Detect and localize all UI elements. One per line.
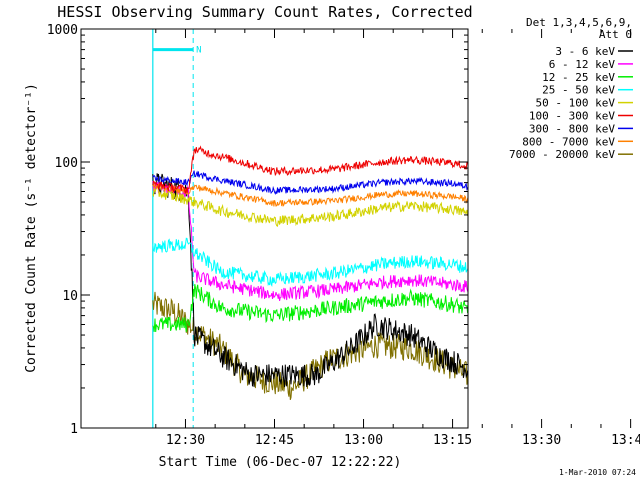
series-layer xyxy=(152,145,468,401)
series-line-800-7000-kev xyxy=(152,183,468,208)
night-bar-label: N xyxy=(196,46,201,56)
y-axis: 1 10 100 1000 xyxy=(47,23,468,437)
plot-frame xyxy=(80,28,469,429)
legend-header-line-1: Det 1,3,4,5,6,9, xyxy=(526,16,632,29)
night-markers xyxy=(152,29,194,428)
legend-label: 25 - 50 keV xyxy=(542,84,615,97)
y-tick-label: 1 xyxy=(70,422,78,437)
x-tick-label: 13:30 xyxy=(522,433,561,448)
legend-label: 12 - 25 keV xyxy=(542,71,615,84)
x-tick-label: 12:45 xyxy=(255,433,294,448)
y-tick-label: 100 xyxy=(55,156,78,171)
series-line-6-12-kev xyxy=(152,180,468,302)
x-tick-label: 13:15 xyxy=(433,433,472,448)
series-line-100-300-kev xyxy=(152,145,468,195)
legend-label: 3 - 6 keV xyxy=(555,45,615,58)
legend-label: 800 - 7000 keV xyxy=(522,135,615,148)
chart-title: HESSI Observing Summary Count Rates, Cor… xyxy=(57,3,472,21)
x-tick-label: 12:30 xyxy=(166,433,205,448)
x-tick-label: 13:45 xyxy=(611,433,640,448)
y-tick-label: 10 xyxy=(62,289,78,304)
legend-label: 300 - 800 keV xyxy=(529,122,615,135)
series-line-3-6-kev xyxy=(152,173,468,388)
x-tick-label: 13:00 xyxy=(344,433,383,448)
legend-label: 50 - 100 keV xyxy=(536,97,616,110)
legend-header-line-2: Att 0 xyxy=(599,28,632,41)
series-line-50-100-kev xyxy=(152,186,468,227)
y-tick-label: 1000 xyxy=(47,23,78,38)
x-axis-label: Start Time (06-Dec-07 12:22:22) xyxy=(159,455,402,470)
legend-label: 6 - 12 keV xyxy=(549,58,616,71)
legend-label: 100 - 300 keV xyxy=(529,110,615,123)
y-axis-label: Corrected Count Rate (s⁻¹ detector⁻¹) xyxy=(24,83,39,373)
series-line-25-50-kev xyxy=(152,237,468,288)
series-line-12-25-kev xyxy=(152,284,468,333)
series-line-300-800-kev xyxy=(152,170,468,196)
timestamp-footer: 1-Mar-2010 07:24 xyxy=(559,468,636,477)
legend-label: 7000 - 20000 keV xyxy=(509,148,615,161)
